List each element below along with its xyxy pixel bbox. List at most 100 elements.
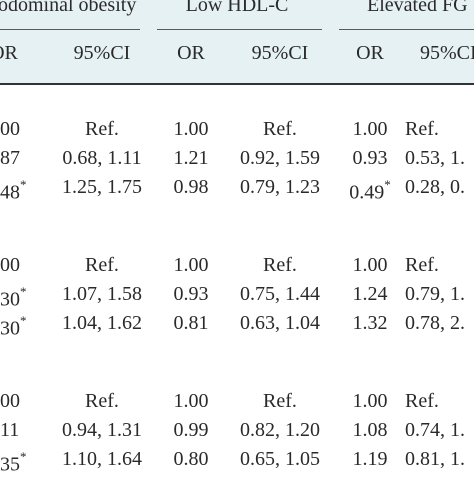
subheader-or-2: OR xyxy=(177,42,205,64)
row-1-fg-or-value: 1.00 xyxy=(352,118,388,140)
row-9-abdominal-ci: 1.10, 1.64 xyxy=(62,447,142,471)
group-header-low-hdl-c: Low HDL-C xyxy=(185,0,289,16)
row-6-hdl-ci: 0.63, 1.04 xyxy=(240,311,320,335)
row-5-abdominal-ci-value: 1.07, 1.58 xyxy=(62,283,142,305)
group-header-abdominal-obesity: odominal obesity xyxy=(0,0,137,16)
significance-marker: * xyxy=(20,313,27,328)
row-5-fg-ci: 0.79, 1. xyxy=(405,282,465,306)
row-5-abdominal-or-value: 30 xyxy=(0,288,20,311)
row-8-fg-ci-value: 0.74, 1. xyxy=(405,419,465,441)
group-rule-elevated-fg xyxy=(339,29,474,30)
row-1-fg-ci: Ref. xyxy=(405,117,439,141)
row-5-fg-ci-value: 0.79, 1. xyxy=(405,283,465,305)
group-header-elevated-fg: Elevated FG xyxy=(367,0,468,16)
row-6-abdominal-ci: 1.04, 1.62 xyxy=(62,311,142,335)
row-7-abdominal-ci: Ref. xyxy=(85,389,119,413)
row-5-fg-or-value: 1.24 xyxy=(352,283,388,305)
row-6-abdominal-or: 30* xyxy=(0,311,27,341)
row-4-abdominal-ci: Ref. xyxy=(85,253,119,277)
row-4-abdominal-or: 00 xyxy=(0,253,20,277)
row-5-fg-or: 1.24 xyxy=(353,282,388,306)
significance-marker: * xyxy=(20,177,27,192)
row-3-abdominal-ci: 1.25, 1.75 xyxy=(62,175,142,199)
row-3-fg-or: 0.49* xyxy=(349,175,391,205)
row-7-fg-or-value: 1.00 xyxy=(352,390,388,412)
row-2-abdominal-ci: 0.68, 1.11 xyxy=(62,146,141,170)
significance-marker: * xyxy=(20,284,27,299)
subheader-or-3: OR xyxy=(356,42,384,64)
row-2-abdominal-ci-value: 0.68, 1.11 xyxy=(62,147,142,169)
row-2-fg-ci: 0.53, 1. xyxy=(405,146,465,170)
row-1-fg-or: 1.00 xyxy=(353,117,388,141)
row-6-fg-or-value: 1.32 xyxy=(352,312,388,334)
row-2-hdl-or: 1.21 xyxy=(174,146,209,170)
row-6-fg-ci: 0.78, 2. xyxy=(405,311,465,335)
row-6-hdl-or-value: 0.81 xyxy=(173,312,209,334)
row-2-abdominal-or: 87 xyxy=(0,146,20,170)
row-3-hdl-or: 0.98 xyxy=(174,175,209,199)
row-4-abdominal-or-value: 00 xyxy=(0,254,20,276)
row-7-fg-ci: Ref. xyxy=(405,389,439,413)
row-7-abdominal-ci-value: Ref. xyxy=(85,390,119,412)
row-3-abdominal-or: 48* xyxy=(0,175,27,205)
row-2-fg-or-value: 0.93 xyxy=(352,147,388,169)
row-6-abdominal-ci-value: 1.04, 1.62 xyxy=(62,312,142,334)
table-header-background xyxy=(0,0,474,84)
row-9-abdominal-or: 35* xyxy=(0,447,27,477)
row-8-fg-ci: 0.74, 1. xyxy=(405,418,465,442)
subheader-ci-1: 95%CI xyxy=(73,42,131,64)
row-7-hdl-ci: Ref. xyxy=(263,389,297,413)
row-7-hdl-or-value: 1.00 xyxy=(173,390,209,412)
row-3-hdl-ci: 0.79, 1.23 xyxy=(240,175,320,199)
row-8-hdl-ci-value: 0.82, 1.20 xyxy=(240,419,320,441)
row-1-hdl-ci: Ref. xyxy=(263,117,297,141)
row-7-hdl-ci-value: Ref. xyxy=(263,390,297,412)
row-9-hdl-ci: 0.65, 1.05 xyxy=(240,447,320,471)
group-rule-abdominal-obesity xyxy=(0,29,140,30)
row-5-hdl-or-value: 0.93 xyxy=(173,283,209,305)
row-4-fg-ci-value: Ref. xyxy=(405,254,439,276)
row-1-abdominal-ci-value: Ref. xyxy=(85,118,119,140)
row-3-fg-ci: 0.28, 0. xyxy=(405,175,465,199)
row-9-hdl-ci-value: 0.65, 1.05 xyxy=(240,448,320,470)
row-8-abdominal-ci: 0.94, 1.31 xyxy=(62,418,142,442)
row-9-abdominal-ci-value: 1.10, 1.64 xyxy=(62,448,142,470)
row-9-fg-ci-value: 0.81, 1. xyxy=(405,448,465,470)
row-5-abdominal-or: 30* xyxy=(0,282,27,312)
row-5-hdl-or: 0.93 xyxy=(174,282,209,306)
row-1-abdominal-or: 00 xyxy=(0,117,20,141)
row-2-hdl-or-value: 1.21 xyxy=(173,147,209,169)
row-7-abdominal-or-value: 00 xyxy=(0,390,20,412)
row-2-fg-ci-value: 0.53, 1. xyxy=(405,147,465,169)
row-6-fg-or: 1.32 xyxy=(353,311,388,335)
row-5-hdl-ci: 0.75, 1.44 xyxy=(240,282,320,306)
row-2-abdominal-or-value: 87 xyxy=(0,147,20,169)
row-3-fg-ci-value: 0.28, 0. xyxy=(405,176,465,198)
row-4-fg-ci: Ref. xyxy=(405,253,439,277)
row-8-abdominal-ci-value: 0.94, 1.31 xyxy=(62,419,142,441)
row-1-abdominal-ci: Ref. xyxy=(85,117,119,141)
row-3-hdl-or-value: 0.98 xyxy=(173,176,209,198)
row-9-abdominal-or-value: 35 xyxy=(0,453,20,476)
row-7-abdominal-or: 00 xyxy=(0,389,20,413)
row-9-hdl-or: 0.80 xyxy=(174,447,209,471)
row-7-fg-or: 1.00 xyxy=(353,389,388,413)
row-4-fg-or: 1.00 xyxy=(353,253,388,277)
row-8-abdominal-or: 11 xyxy=(0,418,19,442)
row-4-fg-or-value: 1.00 xyxy=(352,254,388,276)
subheader-or-1: OR xyxy=(0,42,18,64)
row-1-abdominal-or-value: 00 xyxy=(0,118,20,140)
row-2-hdl-ci-value: 0.92, 1.59 xyxy=(240,147,320,169)
row-6-abdominal-or-value: 30 xyxy=(0,317,20,340)
significance-marker: * xyxy=(20,449,27,464)
subheader-ci-2: 95%CI xyxy=(251,42,309,64)
row-5-abdominal-ci: 1.07, 1.58 xyxy=(62,282,142,306)
group-rule-low-hdl-c xyxy=(157,29,322,30)
row-1-fg-ci-value: Ref. xyxy=(405,118,439,140)
row-3-hdl-ci-value: 0.79, 1.23 xyxy=(240,176,320,198)
row-8-hdl-or-value: 0.99 xyxy=(173,419,209,441)
row-9-fg-or-value: 1.19 xyxy=(352,448,388,470)
row-4-abdominal-ci-value: Ref. xyxy=(85,254,119,276)
row-1-hdl-or: 1.00 xyxy=(174,117,209,141)
significance-marker: * xyxy=(384,177,391,192)
